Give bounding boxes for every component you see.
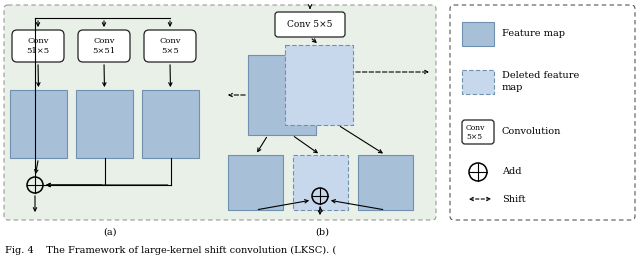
Text: Conv: Conv xyxy=(466,124,485,132)
Bar xyxy=(228,155,283,210)
Bar xyxy=(462,22,494,46)
Bar xyxy=(293,155,348,210)
Bar xyxy=(462,70,494,94)
Text: map: map xyxy=(502,83,524,92)
Text: Feature map: Feature map xyxy=(502,30,565,39)
Text: Deleted feature: Deleted feature xyxy=(502,72,579,81)
FancyBboxPatch shape xyxy=(275,12,345,37)
Text: 5×5: 5×5 xyxy=(466,133,482,141)
FancyBboxPatch shape xyxy=(12,30,64,62)
Bar xyxy=(285,45,353,125)
Bar xyxy=(10,90,67,158)
Bar xyxy=(142,90,199,158)
FancyBboxPatch shape xyxy=(78,30,130,62)
Bar xyxy=(358,155,413,210)
Text: Conv 5×5: Conv 5×5 xyxy=(287,20,333,29)
Text: (a): (a) xyxy=(103,228,116,237)
Text: Add: Add xyxy=(502,167,522,177)
Text: Shift: Shift xyxy=(502,195,525,204)
FancyBboxPatch shape xyxy=(144,30,196,62)
FancyBboxPatch shape xyxy=(4,5,436,220)
FancyBboxPatch shape xyxy=(462,120,494,144)
Bar xyxy=(248,55,316,135)
Text: Conv
5×51: Conv 5×51 xyxy=(92,37,116,55)
FancyBboxPatch shape xyxy=(450,5,635,220)
Text: Conv
51×5: Conv 51×5 xyxy=(26,37,49,55)
Text: Convolution: Convolution xyxy=(502,128,561,136)
Text: Conv
5×5: Conv 5×5 xyxy=(159,37,180,55)
Bar xyxy=(76,90,133,158)
Text: (b): (b) xyxy=(315,228,329,237)
Text: Fig. 4    The Framework of large-kernel shift convolution (LKSC). (: Fig. 4 The Framework of large-kernel shi… xyxy=(5,246,336,254)
